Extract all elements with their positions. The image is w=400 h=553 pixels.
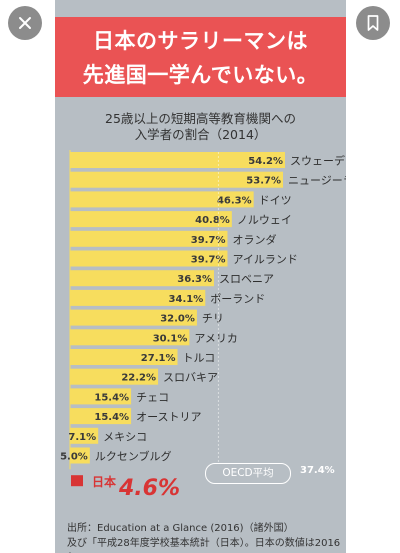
bar-3: [70, 211, 232, 228]
headline-line-2: 先進国一学んでいない。: [82, 63, 319, 87]
oecd-average-value: 37.4%: [300, 465, 335, 476]
bookmark-button[interactable]: [356, 6, 390, 40]
country-label-7: ポーランド: [210, 292, 265, 305]
source-line-2: 及び「平成28年度学校基本統計（日本）。日本の数値は2016年。: [67, 538, 341, 549]
country-label-4: オランダ: [232, 232, 276, 246]
value-label-15: 5.0%: [60, 452, 88, 463]
country-label-1: ニュージーランド: [288, 174, 346, 187]
value-label-1: 53.7%: [246, 176, 281, 187]
country-label-14: メキシコ: [103, 430, 147, 443]
bar-9: [70, 329, 190, 346]
bar-14: [70, 427, 99, 444]
bar-13: [70, 408, 132, 425]
country-label-11: スロバキア: [163, 371, 218, 384]
country-label-15: ルクセンブルグ: [95, 449, 172, 463]
chart-subtitle: 入学者の割合（2014）: [134, 127, 267, 142]
bar-11: [70, 368, 159, 385]
value-label-10: 27.1%: [141, 353, 176, 364]
japan-value: 4.6%: [119, 476, 181, 501]
bar-chart: 54.2% スウェーデン 53.7% ニュージーランド 46.3% ドイツ 40.8% ノルウ…: [60, 150, 346, 487]
headline-banner: 日本のサラリーマンは 先進国一学んでいない。: [55, 17, 346, 97]
bar-6: [70, 270, 214, 287]
country-label-6: スロベニア: [219, 273, 274, 286]
value-label-9: 30.1%: [153, 333, 188, 344]
oecd-average-label: OECD平均: [205, 463, 291, 484]
bar-1: [70, 171, 284, 188]
country-label-3: ノルウェイ: [237, 214, 292, 227]
bar-2: [70, 191, 254, 208]
value-label-5: 39.7%: [191, 255, 226, 266]
value-label-11: 22.2%: [121, 373, 156, 384]
value-label-12: 15.4%: [94, 392, 129, 403]
value-label-8: 32.0%: [160, 314, 195, 325]
bar-8: [70, 309, 197, 326]
value-label-6: 36.3%: [177, 274, 212, 285]
bar-0: [70, 152, 285, 168]
source-line-1: 出所：Education at a Glance (2016)（諸外国）: [67, 523, 294, 534]
value-label-0: 54.2%: [248, 156, 283, 167]
bar-7: [70, 289, 206, 306]
bar-15: [70, 447, 90, 464]
country-label-10: トルコ: [182, 352, 215, 365]
bar-12: [70, 388, 132, 405]
infographic-card: 日本のサラリーマンは 先進国一学んでいない。 25歳以上の短期高等教育機関への …: [55, 0, 346, 553]
value-label-13: 15.4%: [94, 412, 129, 423]
close-icon: [19, 17, 31, 29]
chart-title: 25歳以上の短期高等教育機関への: [105, 111, 296, 126]
country-label-2: ドイツ: [259, 194, 292, 207]
bar-japan: [71, 475, 83, 487]
country-label-13: オーストリア: [136, 411, 201, 424]
bar-10: [70, 349, 178, 365]
value-label-14: 7.1%: [68, 432, 96, 443]
bookmark-icon: [367, 15, 379, 31]
value-label-2: 46.3%: [217, 195, 252, 206]
country-label-5: アイルランド: [232, 253, 297, 266]
bar-4: [70, 230, 228, 247]
close-button[interactable]: [8, 6, 42, 40]
country-label-0: スウェーデン: [290, 154, 346, 168]
value-label-7: 34.1%: [169, 294, 204, 305]
headline-line-1: 日本のサラリーマンは: [93, 29, 308, 53]
bar-5: [70, 250, 228, 267]
country-label-9: アメリカ: [194, 332, 237, 345]
country-label-12: チェコ: [136, 391, 169, 404]
value-label-3: 40.8%: [195, 215, 230, 226]
japan-label: 日本: [92, 475, 117, 489]
value-label-4: 39.7%: [191, 235, 226, 246]
country-label-8: チリ: [202, 312, 224, 325]
